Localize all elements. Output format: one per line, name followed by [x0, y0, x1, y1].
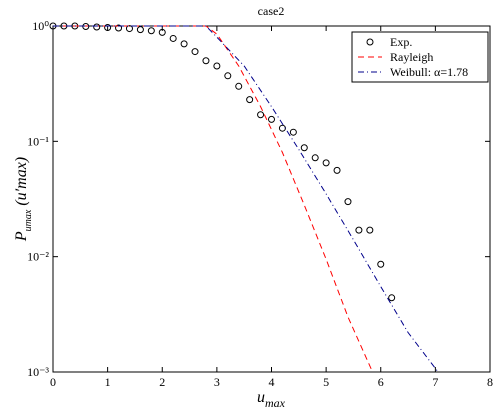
legend-label: Exp. — [390, 35, 412, 49]
x-tick-label: 3 — [214, 375, 220, 389]
data-point — [115, 24, 123, 32]
x-tick-label: 1 — [105, 375, 111, 389]
data-point — [93, 23, 101, 31]
legend-label: Rayleigh — [390, 50, 433, 64]
data-point — [213, 62, 221, 70]
data-point — [344, 198, 352, 206]
data-point — [311, 154, 319, 162]
data-point — [136, 26, 144, 34]
y-tick-label: 10⁰ — [32, 19, 49, 33]
y-axis-label: Pumax (u′max) — [13, 157, 34, 242]
chart-title: case2 — [258, 4, 285, 18]
x-tick-label: 2 — [159, 375, 165, 389]
data-point — [104, 24, 112, 32]
x-tick-label: 5 — [323, 375, 329, 389]
legend-label: Weibull: α=1.78 — [390, 65, 468, 79]
y-tick-label: 10⁻¹ — [27, 134, 49, 148]
data-point — [322, 159, 330, 167]
legend-box — [351, 31, 489, 83]
data-point — [169, 34, 177, 42]
data-point — [388, 294, 396, 302]
data-point — [268, 115, 275, 123]
x-axis-label: umax — [257, 389, 286, 410]
y-label-arg: (u′max) — [13, 157, 30, 206]
data-point — [202, 57, 210, 65]
data-point — [158, 28, 166, 36]
data-point — [300, 144, 308, 152]
data-point — [82, 23, 90, 31]
data-point — [224, 72, 232, 80]
data-point — [180, 40, 188, 48]
x-tick-label: 4 — [269, 375, 275, 389]
data-point — [377, 260, 385, 268]
data-point — [355, 226, 363, 234]
x-label-sub: max — [265, 396, 286, 410]
y-label-main: P — [13, 231, 30, 242]
data-point — [235, 82, 243, 90]
data-point — [257, 111, 265, 119]
data-point — [147, 27, 155, 35]
data-point — [125, 25, 133, 33]
data-point — [333, 166, 341, 174]
y-tick-label: 10⁻³ — [27, 365, 49, 379]
x-tick-label: 6 — [378, 375, 384, 389]
data-point — [246, 96, 254, 104]
y-tick-label: 10⁻² — [27, 250, 49, 264]
y-label-sub: umax — [23, 209, 34, 231]
legend-marker — [366, 38, 374, 46]
x-label-main: u — [257, 389, 265, 406]
x-tick-label: 7 — [432, 375, 438, 389]
data-point — [191, 48, 199, 56]
data-point — [289, 128, 297, 136]
data-point — [366, 226, 374, 234]
x-tick-label: 8 — [487, 375, 493, 389]
x-tick-label: 0 — [50, 375, 56, 389]
series-line — [53, 25, 439, 373]
